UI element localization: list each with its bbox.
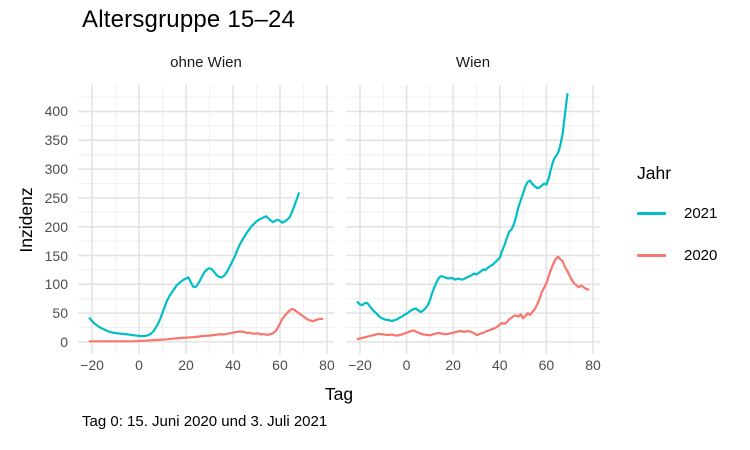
legend-entry-2021: 2021	[637, 198, 747, 228]
x-tick-label: 20	[445, 357, 461, 373]
x-tick-label: 40	[492, 357, 508, 373]
legend-label-2021: 2021	[684, 205, 718, 222]
legend-key-line-2020-icon	[637, 254, 666, 257]
y-tick-label: 50	[52, 305, 68, 322]
x-tick-label: 60	[538, 357, 555, 373]
y-tick-label: 350	[44, 132, 68, 149]
x-tick-label: 0	[402, 357, 411, 373]
x-tick-label: 80	[585, 357, 601, 373]
y-tick-label: 100	[44, 276, 68, 293]
line-2020-ohne-wien	[88, 308, 324, 343]
legend-title: Jahr	[637, 163, 672, 183]
legend: Jahr 2021 2020	[637, 163, 747, 282]
legend-entry-2020: 2020	[637, 240, 747, 270]
y-tick-label: 150	[44, 247, 68, 264]
line-2021-ohne-wien	[88, 192, 300, 338]
legend-key-line-2021-icon	[637, 212, 666, 215]
line-2021-wien	[356, 93, 569, 322]
facet-label-wien: Wien	[455, 54, 491, 71]
y-tick-label: 250	[44, 189, 68, 206]
y-tick-label: 300	[44, 161, 68, 178]
x-axis-title: Tag	[324, 384, 354, 404]
facet-label-ohne-wien: ohne Wien	[170, 54, 242, 71]
legend-label-2020: 2020	[684, 247, 718, 264]
x-tick-label: −20	[80, 357, 104, 373]
line-2020-wien	[356, 255, 590, 341]
x-tick-label: 20	[178, 357, 194, 373]
y-tick-label: 0	[60, 333, 68, 350]
x-tick-label: 0	[135, 357, 143, 373]
x-tick-label: −20	[348, 357, 372, 373]
caption: Tag 0: 15. Juni 2020 und 3. Juli 2021	[82, 413, 328, 430]
x-tick-label: 60	[272, 357, 288, 373]
x-tick-label: 80	[319, 357, 335, 373]
x-tick-label: 40	[225, 357, 241, 373]
y-tick-label: 400	[44, 103, 68, 120]
y-tick-label: 200	[44, 218, 68, 235]
chart-title: Altersgruppe 15–24	[82, 6, 296, 33]
